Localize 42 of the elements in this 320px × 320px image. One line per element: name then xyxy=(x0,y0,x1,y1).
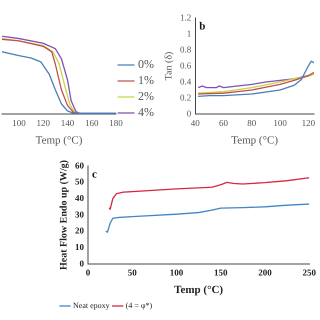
x-tick-label: 200 xyxy=(258,268,272,278)
y-tick-label: 1.2 xyxy=(180,12,192,22)
x-axis-title: Temp (°C) xyxy=(36,134,83,146)
y-tick-label: 0.6 xyxy=(180,60,192,70)
y-tick-label: 0.8 xyxy=(180,44,192,54)
y-tick-label: 40 xyxy=(75,192,84,203)
legend-label: 0% xyxy=(138,57,154,72)
x-axis-title: Temp (°C) xyxy=(231,134,278,146)
y-tick-label: 20 xyxy=(75,226,84,236)
x-axis-title: Temp (°C) xyxy=(174,284,224,296)
x-tick-label: 100 xyxy=(12,118,26,128)
x-tick-label: 120 xyxy=(302,118,316,128)
legend-label: Neat epoxy xyxy=(73,301,110,310)
y-tick-label: 10 xyxy=(75,242,84,252)
x-tick-label: 180 xyxy=(109,118,124,128)
y-tick-label: 1 xyxy=(186,28,192,38)
legend-label: 2% xyxy=(138,89,154,104)
x-tick-label: 0 xyxy=(86,268,91,278)
x-tick-label: 160 xyxy=(84,118,99,128)
y-tick-label: 50 xyxy=(75,176,84,187)
y-tick-label: 0 xyxy=(80,258,84,268)
x-tick-label: 100 xyxy=(273,118,288,128)
x-tick-label: 250 xyxy=(302,268,316,278)
y-tick-label: 30 xyxy=(75,209,84,220)
y-tick-label: 0.2 xyxy=(180,92,192,102)
y-tick-label: 0.4 xyxy=(180,76,192,86)
legend-label: (4 = φ*) xyxy=(126,301,152,310)
x-tick-label: 60 xyxy=(219,118,229,128)
legend-label: 4% xyxy=(138,105,154,120)
legend-label: 1% xyxy=(138,73,154,88)
y-axis-title: Heat Flow Endo up (W/g) xyxy=(58,160,70,270)
x-tick-label: 120 xyxy=(36,118,50,128)
x-tick-label: 50 xyxy=(128,268,138,278)
y-tick-label: 60 xyxy=(75,160,84,170)
x-tick-label: 80 xyxy=(247,118,257,128)
annotation: b xyxy=(199,20,206,32)
x-tick-label: 150 xyxy=(214,268,228,278)
x-tick-label: 100 xyxy=(170,268,184,278)
x-tick-label: 140 xyxy=(60,118,75,128)
y-axis-title: Tan (δ) xyxy=(164,52,175,80)
y-tick-label: 0 xyxy=(186,108,192,118)
annotation: c xyxy=(92,168,97,180)
